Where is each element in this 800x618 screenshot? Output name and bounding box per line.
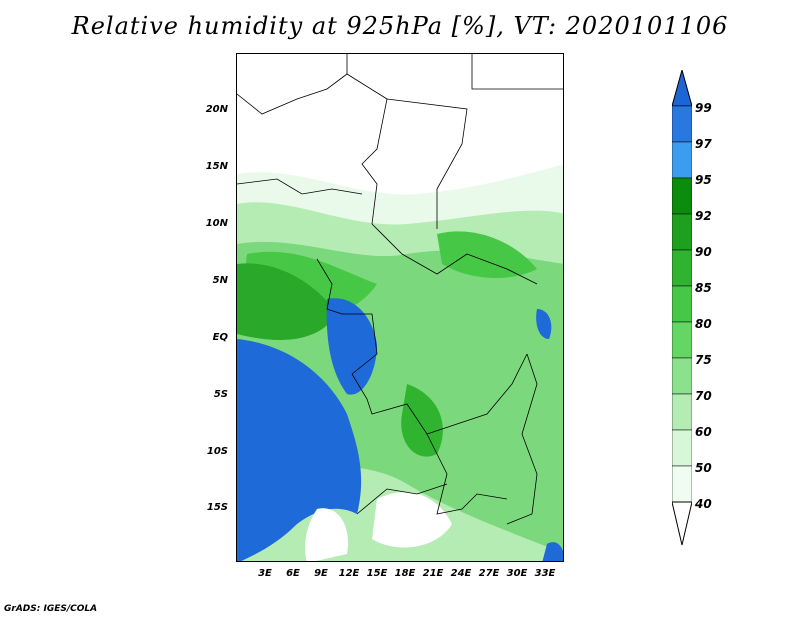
colorbar bbox=[672, 70, 692, 546]
lon-label: 33E bbox=[534, 568, 556, 579]
colorbar-label: 95 bbox=[695, 173, 712, 187]
colorbar-segment bbox=[672, 249, 692, 287]
colorbar-label: 50 bbox=[695, 461, 712, 475]
lon-label: 24E bbox=[450, 568, 472, 579]
map-plot-area bbox=[236, 53, 564, 562]
lat-label: 15N bbox=[205, 161, 228, 172]
lon-label: 30E bbox=[506, 568, 528, 579]
colorbar-segment bbox=[672, 177, 692, 215]
colorbar-label: 90 bbox=[695, 245, 712, 259]
lon-label: 3E bbox=[258, 568, 272, 579]
colorbar-segment bbox=[672, 285, 692, 323]
lat-label: 10N bbox=[205, 218, 228, 229]
lon-label: 18E bbox=[394, 568, 416, 579]
chart-title: Relative humidity at 925hPa [%], VT: 202… bbox=[71, 12, 729, 40]
lon-label: 9E bbox=[314, 568, 328, 579]
humidity-field bbox=[237, 54, 563, 561]
lon-label: 12E bbox=[338, 568, 360, 579]
lon-label: 27E bbox=[478, 568, 500, 579]
colorbar-segment bbox=[672, 321, 692, 359]
colorbar-label: 40 bbox=[695, 497, 712, 511]
colorbar-label: 75 bbox=[695, 353, 712, 367]
colorbar-bottom-arrow bbox=[672, 501, 692, 546]
lat-label: 5S bbox=[213, 389, 228, 400]
lat-label: 5N bbox=[212, 275, 228, 286]
colorbar-label: 92 bbox=[695, 209, 712, 223]
colorbar-top-arrow bbox=[672, 70, 692, 107]
colorbar-segment bbox=[672, 357, 692, 395]
lon-label: 21E bbox=[422, 568, 444, 579]
colorbar-segment bbox=[672, 141, 692, 179]
lon-label: 6E bbox=[286, 568, 300, 579]
colorbar-segment bbox=[672, 429, 692, 467]
colorbar-segment bbox=[672, 105, 692, 143]
lat-label: EQ bbox=[212, 332, 228, 343]
colorbar-label: 85 bbox=[695, 281, 712, 295]
colorbar-label: 60 bbox=[695, 425, 712, 439]
colorbar-label: 99 bbox=[695, 101, 712, 115]
colorbar-segment bbox=[672, 213, 692, 251]
lat-label: 10S bbox=[206, 446, 228, 457]
credit-text: GrADS: IGES/COLA bbox=[4, 604, 98, 614]
colorbar-segment bbox=[672, 393, 692, 431]
colorbar-label: 70 bbox=[695, 389, 712, 403]
lat-label: 15S bbox=[206, 502, 228, 513]
colorbar-segment bbox=[672, 465, 692, 503]
colorbar-label: 97 bbox=[695, 137, 712, 151]
lon-label: 15E bbox=[366, 568, 388, 579]
lat-label: 20N bbox=[205, 104, 228, 115]
colorbar-label: 80 bbox=[695, 317, 712, 331]
